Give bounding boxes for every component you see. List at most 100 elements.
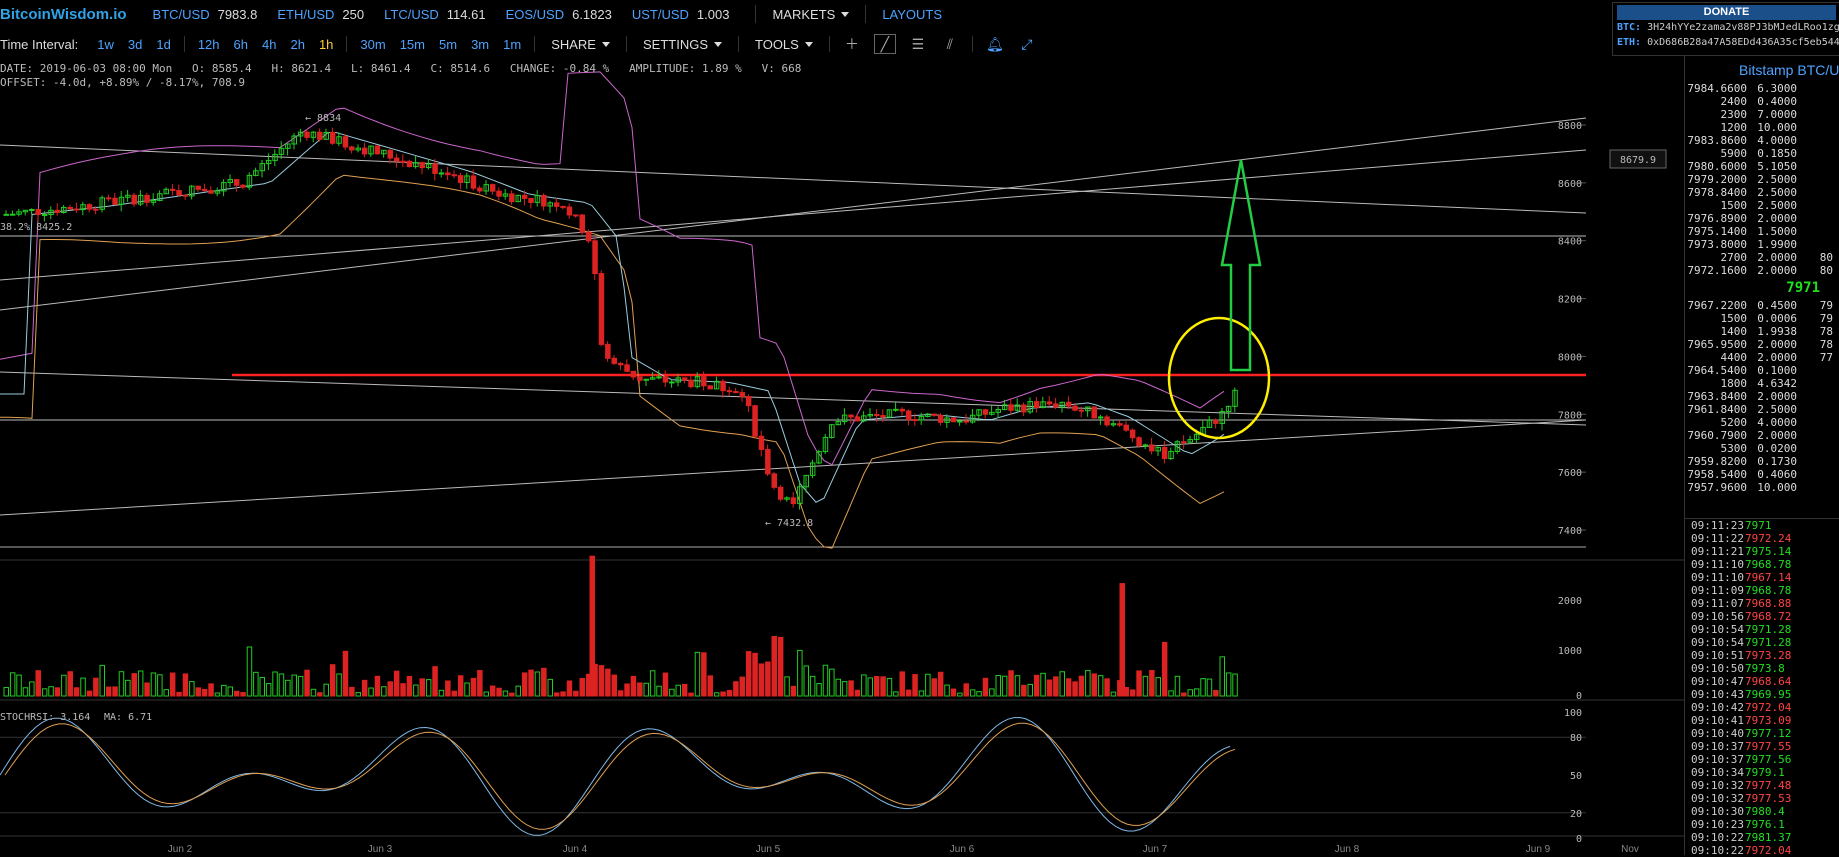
layouts-link[interactable]: LAYOUTS — [882, 6, 943, 22]
settings-label: SETTINGS — [642, 36, 708, 52]
volume-bar — [848, 680, 854, 697]
interval-15m[interactable]: 15m — [399, 36, 425, 52]
interval-5m[interactable]: 5m — [439, 36, 458, 52]
volume-bar — [656, 685, 662, 697]
interval-30m[interactable]: 30m — [360, 36, 386, 52]
candle-body — [1027, 401, 1033, 413]
interval-1m[interactable]: 1m — [503, 36, 522, 52]
candle-body — [643, 378, 649, 381]
candle-body — [355, 147, 361, 151]
line-tool-icon[interactable]: ╱ — [873, 34, 896, 54]
volume-bar — [425, 679, 432, 697]
volume-bar — [355, 692, 361, 697]
settings-menu[interactable]: SETTINGS — [633, 37, 732, 52]
interval-12h[interactable]: 12h — [197, 36, 220, 52]
ticker-ltc[interactable]: LTC/USD 114.61 — [384, 7, 485, 22]
candle-body — [1091, 406, 1097, 419]
volume-bar — [905, 689, 912, 697]
volume-bar — [1008, 670, 1014, 697]
trade-price: 7979.1 — [1745, 766, 1785, 779]
volume-bar — [1091, 673, 1097, 697]
price-chart[interactable]: ← 8834 ← 7432.8 38.2% 8425.2 STOCHRSI: 3.16… — [0, 0, 1684, 855]
bid-row: 5200 4.0000 — [1685, 416, 1839, 429]
volume-bar — [118, 671, 125, 697]
ob-p: 4400 — [1720, 351, 1748, 364]
ticker-eos[interactable]: EOS/USD 6.1823 — [506, 7, 612, 22]
candle-body — [80, 204, 86, 211]
trade-time: 09:10:34 — [1691, 766, 1744, 779]
crosshair-icon[interactable]: ＋ — [844, 36, 859, 52]
bid-row: 1400 1.9938 78 — [1685, 325, 1839, 338]
volume-bar — [701, 652, 707, 697]
candle-body — [829, 424, 835, 438]
interval-1h[interactable]: 1h — [318, 36, 334, 52]
ticker-ust[interactable]: UST/USD 1.003 — [632, 7, 730, 22]
volume-bar — [176, 691, 182, 697]
candle-body — [233, 179, 240, 186]
date-tick-label: Jun 7 — [1143, 844, 1168, 855]
donate-title: DONATE — [1617, 5, 1836, 20]
volume-bar — [1021, 684, 1027, 697]
volume-bar — [233, 690, 240, 697]
trade-row: 09:10:47 7968.64 — [1685, 675, 1839, 688]
date-tick-label: Jun 2 — [168, 844, 193, 855]
btc-address[interactable]: 3H24hYYe2zama2v88PJ3bMJedLRoo1zg — [1647, 22, 1839, 33]
ticker-eth[interactable]: ETH/USD 250 — [277, 7, 364, 22]
eth-address[interactable]: 0xD686B28a47A58EDd436A35cf5eb544 — [1647, 37, 1839, 48]
candle-body — [112, 197, 118, 205]
stochrsi-line — [0, 716, 1231, 836]
candle-body — [374, 145, 381, 155]
ob-t — [1797, 160, 1833, 173]
markets-menu[interactable]: MARKETS — [762, 7, 859, 22]
candle-body — [9, 213, 16, 216]
candle-body — [67, 206, 73, 210]
interval-4h[interactable]: 4h — [262, 36, 277, 52]
volume-bar — [125, 679, 131, 697]
eth-label: ETH: — [1617, 37, 1642, 48]
volume-bar — [1001, 675, 1008, 697]
volume-bar — [809, 675, 816, 697]
pitchfork-tool-icon[interactable]: ⫽ — [946, 35, 953, 52]
volume-bars — [3, 555, 1238, 697]
stochrsi-ma-line — [4, 722, 1236, 830]
trade-price: 7972.04 — [1745, 844, 1792, 857]
btc-label: BTC: — [1617, 22, 1642, 33]
interval-2h[interactable]: 2h — [290, 36, 305, 52]
interval-1d[interactable]: 1d — [156, 36, 171, 52]
tools-menu[interactable]: TOOLS — [745, 37, 823, 52]
low-label: ← 7432.8 — [765, 518, 813, 529]
interval-3d[interactable]: 3d — [127, 36, 143, 52]
date-tick-label: Nov — [1621, 844, 1639, 855]
fullscreen-icon[interactable]: ⤢ — [1021, 35, 1033, 52]
bell-icon[interactable]: 🔔︎ — [985, 35, 1004, 52]
ob-a: 10.000 — [1757, 481, 1797, 494]
candle-body — [208, 190, 214, 194]
candle-body — [317, 131, 323, 140]
volume-bar — [822, 664, 829, 697]
candle-body — [681, 377, 688, 381]
candle-body — [771, 473, 777, 488]
ask-row: 7972.1600 2.0000 80 — [1685, 264, 1839, 277]
ob-a: 4.0000 — [1757, 134, 1797, 147]
app-logo[interactable]: BitcoinWisdom.io — [0, 5, 127, 23]
ticker-btc[interactable]: BTC/USD 7983.8 — [153, 7, 258, 22]
ask-row: 5900 0.1850 — [1685, 147, 1839, 160]
volume-bar — [144, 682, 150, 697]
share-menu[interactable]: SHARE — [541, 37, 620, 52]
interval-6h[interactable]: 6h — [233, 36, 248, 52]
candle-body — [221, 182, 227, 192]
candle-body — [259, 163, 265, 172]
ob-p: 5900 — [1720, 147, 1748, 160]
volume-bar — [48, 686, 54, 697]
interval-1w[interactable]: 1w — [97, 36, 114, 52]
interval-3m[interactable]: 3m — [471, 36, 490, 52]
volume-bar — [131, 673, 137, 697]
trade-row: 09:10:32 7977.48 — [1685, 779, 1839, 792]
candle-body — [336, 136, 342, 144]
trade-time: 09:10:22 — [1691, 844, 1744, 857]
fib-tool-icon[interactable]: ☰ — [911, 35, 925, 52]
volume-bar — [464, 682, 470, 697]
volume-bar — [957, 692, 963, 697]
trade-price: 7968.72 — [1745, 610, 1792, 623]
trade-time: 09:10:43 — [1691, 688, 1744, 701]
